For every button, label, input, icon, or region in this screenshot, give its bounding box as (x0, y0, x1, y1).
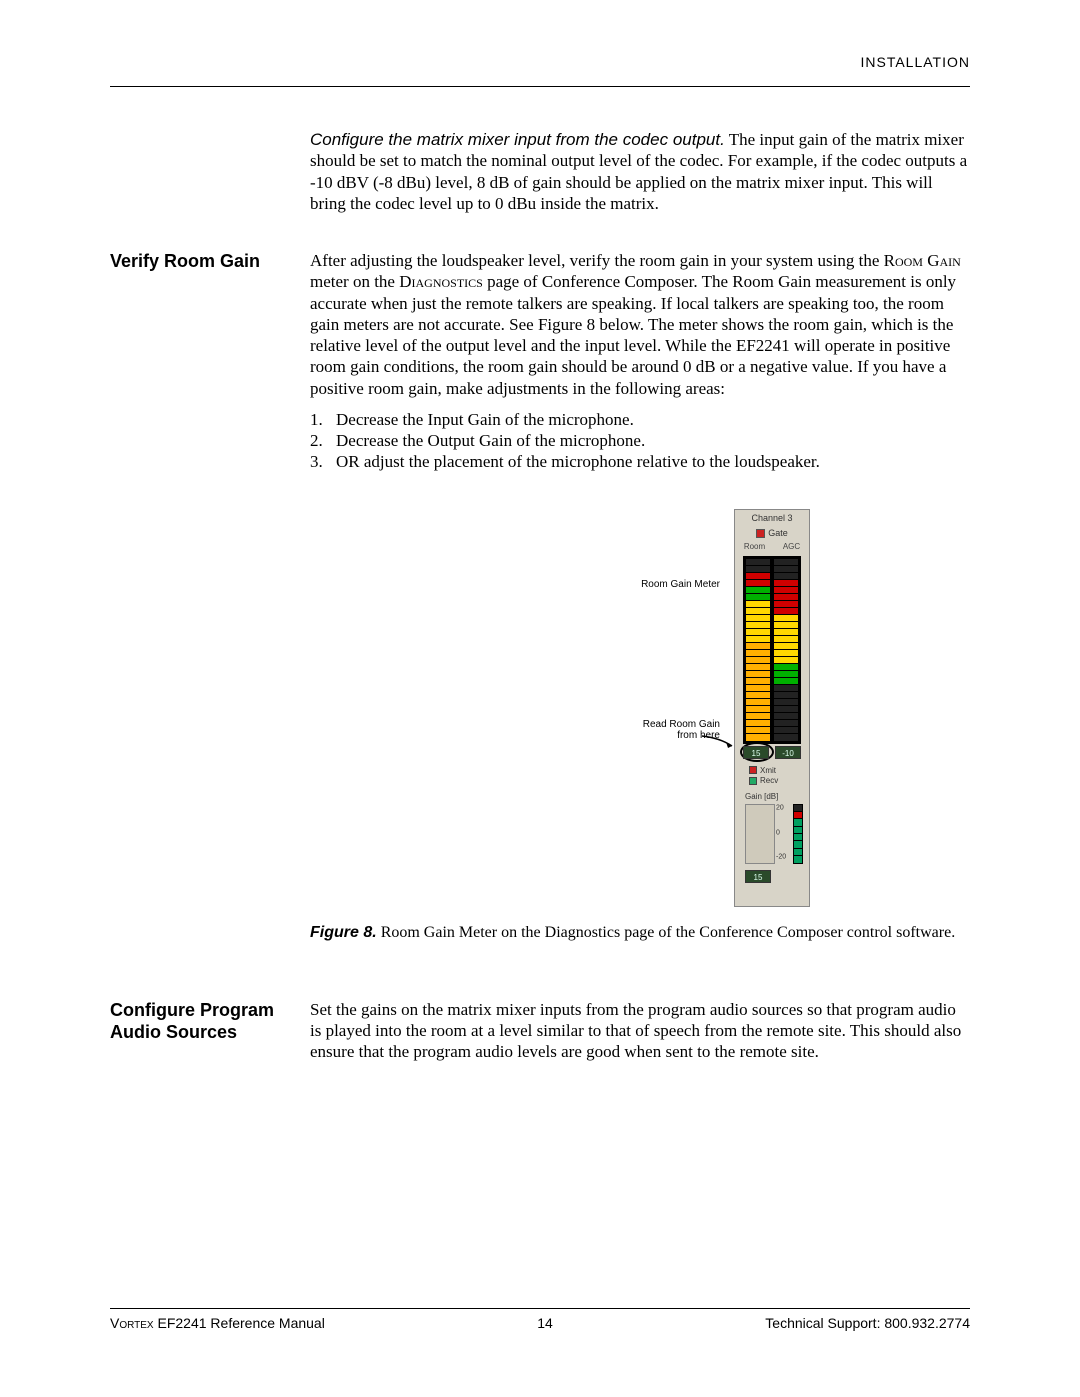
recv-label: Recv (760, 776, 778, 785)
verify-a: After adjusting the loudspeaker level, v… (310, 251, 884, 270)
footer-row: Vortex EF2241 Reference Manual 14 Techni… (110, 1315, 970, 1331)
footer-title: EF2241 Reference Manual (154, 1315, 325, 1331)
side-verify: Verify Room Gain (110, 250, 310, 971)
li-num: 3. (310, 451, 336, 472)
page-header: INSTALLATION (110, 54, 970, 70)
figure-caption: Figure 8. Room Gain Meter on the Diagnos… (310, 923, 970, 943)
header-rule (110, 86, 970, 87)
recv-indicator: Recv (749, 776, 803, 786)
xmit-recv: Xmit Recv (749, 766, 803, 787)
footer-brand: Vortex (110, 1315, 154, 1331)
room-bar (746, 559, 770, 741)
verify-sc2: Diagnostics (399, 272, 483, 291)
section-codec-body: Configure the matrix mixer input from th… (310, 129, 970, 214)
figure-caption-text: Room Gain Meter on the Diagnostics page … (377, 924, 956, 941)
section-program-audio: Configure Program Audio Sources Set the … (110, 999, 970, 1063)
room-gain-figure: Room Gain Meter Read Room Gain from here… (470, 509, 810, 909)
tick-0: 0 (776, 829, 780, 838)
value-row: 15 -10 (743, 746, 801, 759)
footer: Vortex EF2241 Reference Manual 14 Techni… (110, 1308, 970, 1331)
meter-bars (743, 556, 801, 744)
xmit-label: Xmit (760, 766, 776, 775)
list-item: 2.Decrease the Output Gain of the microp… (310, 430, 970, 451)
li-num: 1. (310, 409, 336, 430)
codec-lead: Configure the matrix mixer input from th… (310, 130, 725, 149)
page: INSTALLATION Configure the matrix mixer … (0, 0, 1080, 1397)
verify-sc1: Room Gain (884, 251, 961, 270)
agc-value: -10 (775, 746, 801, 759)
verify-b: meter on the (310, 272, 399, 291)
verify-body: After adjusting the loudspeaker level, v… (310, 250, 970, 971)
side-empty (110, 129, 310, 214)
side-program: Configure Program Audio Sources (110, 999, 310, 1063)
section-verify: Verify Room Gain After adjusting the lou… (110, 250, 970, 971)
meter-panel: Channel 3 Gate Room AGC (734, 509, 810, 907)
section-codec: Configure the matrix mixer input from th… (110, 129, 970, 214)
gain-label: Gain [dB] (745, 792, 778, 802)
li-num: 2. (310, 430, 336, 451)
list-item: 3.OR adjust the placement of the microph… (310, 451, 970, 472)
panel-title: Channel 3 (735, 513, 809, 524)
li-text: OR adjust the placement of the microphon… (336, 451, 820, 472)
gate-indicator: Gate (735, 528, 809, 539)
list-item: 1.Decrease the Input Gain of the microph… (310, 409, 970, 430)
footer-rule (110, 1308, 970, 1309)
verify-list: 1.Decrease the Input Gain of the microph… (310, 409, 970, 473)
col-room: Room (744, 542, 765, 552)
callout-read: Read Room Gain from here (580, 719, 720, 741)
li-text: Decrease the Output Gain of the micropho… (336, 430, 645, 451)
content: Configure the matrix mixer input from th… (110, 129, 970, 1062)
footer-left: Vortex EF2241 Reference Manual (110, 1315, 325, 1331)
agc-bar (774, 559, 798, 741)
gate-label: Gate (768, 528, 788, 538)
callout-read-a: Read Room Gain (643, 719, 720, 730)
mini-meter (793, 804, 803, 864)
gain-value: 15 (745, 870, 771, 883)
tick-20: 20 (776, 805, 784, 814)
tick-neg20: -20 (776, 853, 786, 862)
xmit-indicator: Xmit (749, 766, 803, 776)
verify-heading: Verify Room Gain (110, 250, 310, 273)
li-text: Decrease the Input Gain of the microphon… (336, 409, 634, 430)
footer-right: Technical Support: 800.932.2774 (765, 1315, 970, 1331)
program-text: Set the gains on the matrix mixer inputs… (310, 1000, 961, 1062)
figure-wrap: Room Gain Meter Read Room Gain from here… (310, 509, 970, 909)
program-heading: Configure Program Audio Sources (110, 999, 310, 1044)
figure-number: Figure 8. (310, 924, 377, 941)
page-number: 14 (537, 1315, 553, 1331)
column-labels: Room AGC (735, 542, 809, 552)
program-body: Set the gains on the matrix mixer inputs… (310, 999, 970, 1063)
callout-meter: Room Gain Meter (590, 579, 720, 590)
room-value: 15 (743, 746, 769, 759)
col-agc: AGC (783, 542, 800, 552)
header-text: INSTALLATION (860, 54, 970, 70)
gain-scale: 20 0 -20 (745, 804, 775, 864)
